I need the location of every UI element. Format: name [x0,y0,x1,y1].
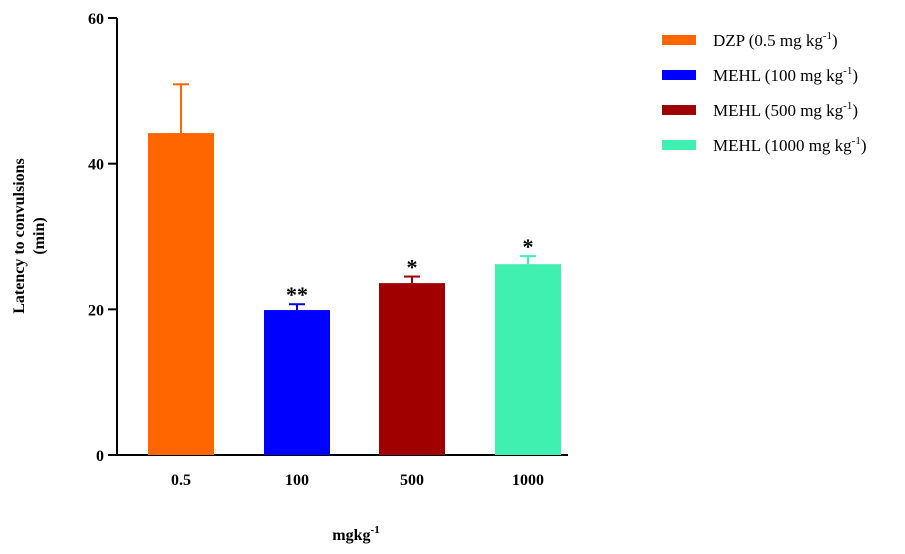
legend-swatch [662,140,696,150]
legend-label: MEHL (1000 mg kg-1) [713,135,867,155]
significance-marker: * [523,234,534,259]
legend-label-suffix: ) [852,66,858,85]
bar [148,133,214,455]
bar [379,283,445,455]
x-tick-label: 100 [285,472,309,489]
x-axis-title: mgkg-1 [332,524,379,544]
significance-marker: ** [286,282,308,307]
x-axis-title-text: mgkg [332,527,370,544]
legend-swatch [662,105,696,115]
legend: DZP (0.5 mg kg-1)MEHL (100 mg kg-1)MEHL … [662,30,867,155]
y-tick-label: 40 [88,157,104,174]
legend-label-sup: -1 [843,100,852,112]
x-tick-label: 0.5 [171,472,191,489]
legend-label-text: MEHL (1000 mg kg [713,136,852,155]
y-tick-label: 20 [88,302,104,319]
legend-label-text: MEHL (100 mg kg [713,66,844,85]
legend-label-text: DZP (0.5 mg kg [713,31,823,50]
legend-swatch [662,70,696,80]
legend-label-text: MEHL (500 mg kg [713,101,844,120]
x-tick-label: 1000 [512,472,544,489]
legend-label: MEHL (500 mg kg-1) [713,100,858,120]
legend-label-suffix: ) [832,31,838,50]
y-tick-label: 0 [96,448,104,465]
y-axis-title-line2: (min) [31,217,48,254]
legend-label-suffix: ) [861,136,867,155]
x-tick-label: 500 [400,472,424,489]
bars: 0.5 ** 100 * 500 * 1000 [148,83,561,489]
bar [264,310,330,455]
significance-marker: * [407,255,418,280]
x-axis-title-sup: -1 [371,524,380,536]
legend-label-sup: -1 [843,65,852,77]
legend-label-suffix: ) [852,101,858,120]
legend-label: DZP (0.5 mg kg-1) [713,30,838,50]
bar [495,264,561,455]
legend-label: MEHL (100 mg kg-1) [713,65,858,85]
legend-label-sup: -1 [852,135,861,147]
y-axis-title-line1: Latency to convulsions [11,158,28,314]
legend-swatch [662,35,696,45]
y-tick-label: 60 [88,11,104,28]
legend-label-sup: -1 [823,30,832,42]
